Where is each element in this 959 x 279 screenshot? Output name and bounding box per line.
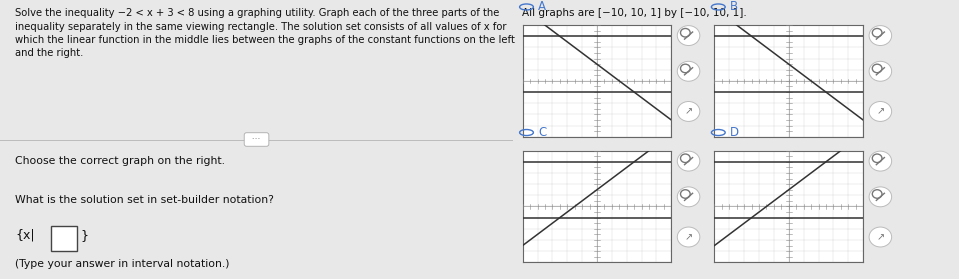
Text: }: } (81, 229, 88, 242)
Circle shape (869, 151, 892, 171)
Text: ↗: ↗ (877, 232, 884, 242)
Circle shape (869, 187, 892, 207)
Text: All graphs are [−10, 10, 1] by [−10, 10, 1].: All graphs are [−10, 10, 1] by [−10, 10,… (522, 8, 747, 18)
Circle shape (869, 227, 892, 247)
Text: (Type your answer in interval notation.): (Type your answer in interval notation.) (15, 259, 230, 270)
Text: Choose the correct graph on the right.: Choose the correct graph on the right. (15, 156, 225, 166)
Text: Solve the inequality −2 < x + 3 < 8 using a graphing utility. Graph each of the : Solve the inequality −2 < x + 3 < 8 usin… (15, 8, 515, 58)
Text: ↗: ↗ (685, 232, 692, 242)
Circle shape (677, 227, 700, 247)
Circle shape (677, 26, 700, 45)
Text: A: A (538, 1, 546, 13)
Text: What is the solution set in set-builder notation?: What is the solution set in set-builder … (15, 195, 274, 205)
Circle shape (869, 102, 892, 121)
Circle shape (869, 61, 892, 81)
Text: ···: ··· (246, 135, 267, 144)
Text: {x|: {x| (15, 229, 35, 242)
Circle shape (677, 187, 700, 207)
Circle shape (869, 26, 892, 45)
Text: C: C (538, 126, 547, 139)
Circle shape (677, 61, 700, 81)
Text: ↗: ↗ (877, 107, 884, 116)
Circle shape (677, 151, 700, 171)
Text: D: D (730, 126, 739, 139)
Text: B: B (730, 1, 737, 13)
FancyBboxPatch shape (52, 226, 77, 251)
Text: ↗: ↗ (685, 107, 692, 116)
Circle shape (677, 102, 700, 121)
